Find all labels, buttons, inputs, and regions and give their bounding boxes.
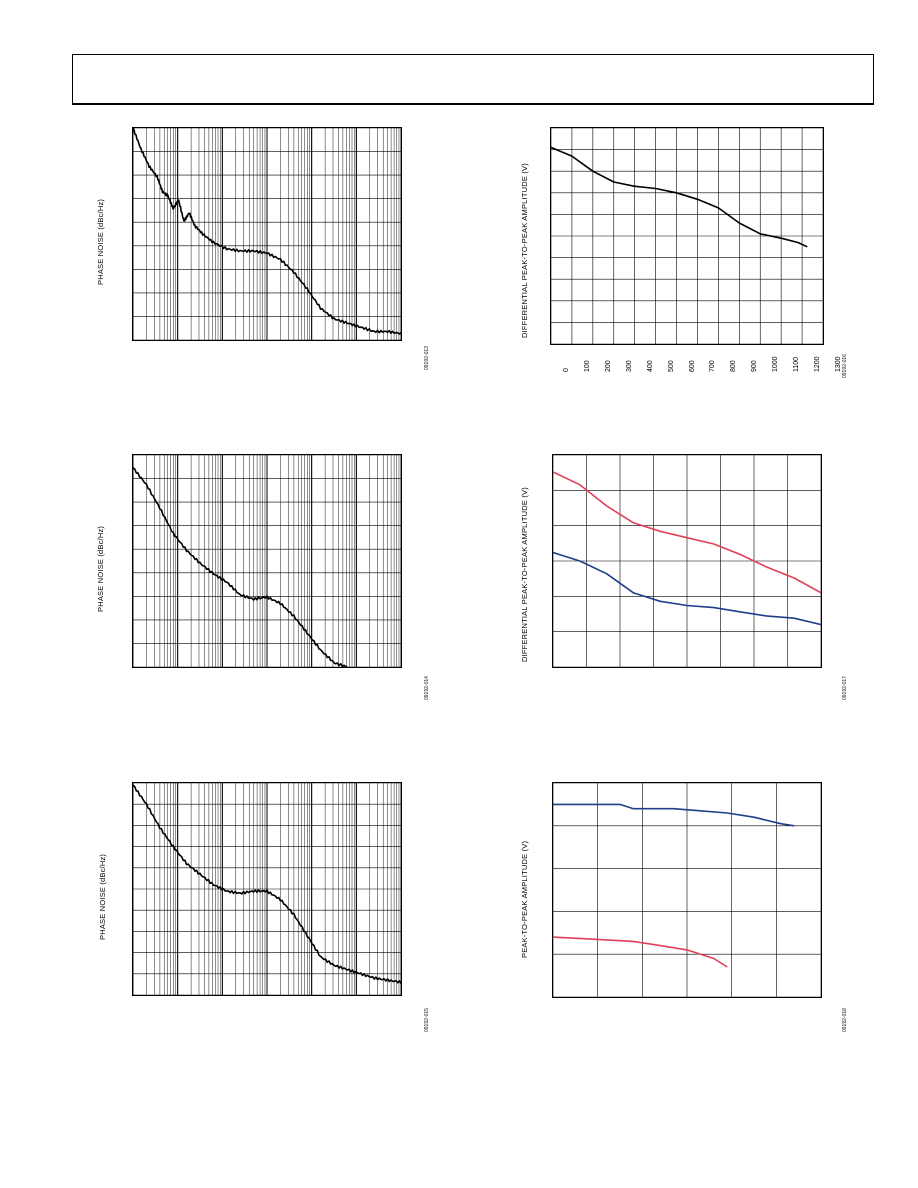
c2-ylabel: DIFFERENTIAL PEAK-TO-PEAK AMPLITUDE (V) bbox=[520, 163, 529, 338]
c2-xtick-label: 600 bbox=[688, 360, 696, 372]
grid bbox=[553, 783, 821, 997]
c6-ylabel: PEAK-TO-PEAK AMPLITUDE (V) bbox=[520, 840, 529, 958]
series-line-0 bbox=[553, 471, 821, 594]
amplitude-vs-frequency-chart bbox=[550, 127, 824, 345]
c4-ylabel: DIFFERENTIAL PEAK-TO-PEAK AMPLITUDE (V) bbox=[520, 487, 529, 662]
phase-noise-chart-2-svg bbox=[133, 455, 401, 667]
peak-amplitude-chart bbox=[552, 782, 822, 998]
c2-xtick-label: 1300 bbox=[835, 356, 842, 372]
series-line-0 bbox=[551, 146, 808, 248]
phase-noise-chart-2 bbox=[132, 454, 402, 668]
grid bbox=[553, 455, 821, 667]
c2-xtick-label: 0 bbox=[563, 368, 570, 372]
c3-ylabel: PHASE NOISE (dBc/Hz) bbox=[96, 525, 105, 612]
phase-noise-chart-1-svg bbox=[133, 128, 401, 340]
amplitude-dual-chart bbox=[552, 454, 822, 668]
grid bbox=[133, 783, 401, 995]
phase-noise-chart-1 bbox=[132, 127, 402, 341]
c2-figure-id: 09192-016 bbox=[842, 354, 848, 378]
c2-xtick-label: 1000 bbox=[772, 356, 780, 372]
grid bbox=[133, 455, 401, 667]
c2-xtick-label: 700 bbox=[709, 360, 717, 372]
series-line-0 bbox=[133, 467, 348, 667]
page-header-box bbox=[72, 54, 874, 105]
c2-xtick-label: 400 bbox=[646, 360, 654, 372]
c2-xtick-label: 100 bbox=[583, 360, 591, 372]
c2-xtick-label: 500 bbox=[667, 360, 675, 372]
phase-noise-chart-3-svg bbox=[133, 783, 401, 995]
peak-amplitude-chart-svg bbox=[553, 783, 821, 997]
grid bbox=[551, 128, 823, 344]
series-line-0 bbox=[133, 128, 401, 335]
c1-figure-id: 09192-013 bbox=[424, 346, 430, 370]
c5-ylabel: PHASE NOISE (dBc/Hz) bbox=[98, 853, 107, 940]
grid bbox=[133, 128, 401, 340]
c2-xtick-label: 800 bbox=[730, 360, 738, 372]
c2-xtick-label: 200 bbox=[604, 360, 612, 372]
amplitude-dual-chart-svg bbox=[553, 455, 821, 667]
c2-xtick-label: 1200 bbox=[814, 356, 822, 372]
c2-xtick-label: 900 bbox=[751, 360, 759, 372]
phase-noise-chart-3 bbox=[132, 782, 402, 996]
c4-figure-id: 09192-017 bbox=[842, 676, 848, 700]
c6-figure-id: 09192-018 bbox=[842, 1008, 848, 1032]
series-line-1 bbox=[553, 551, 821, 626]
c5-figure-id: 09192-015 bbox=[424, 1008, 430, 1032]
c2-xtick-label: 1100 bbox=[793, 356, 801, 372]
c1-ylabel: PHASE NOISE (dBc/Hz) bbox=[96, 198, 105, 285]
series-line-0 bbox=[553, 803, 795, 827]
c2-xtick-label: 300 bbox=[625, 360, 633, 372]
c3-figure-id: 09192-014 bbox=[424, 676, 430, 700]
series-line-1 bbox=[553, 936, 728, 968]
amplitude-vs-frequency-chart-svg bbox=[551, 128, 823, 344]
series-line-0 bbox=[133, 784, 401, 984]
